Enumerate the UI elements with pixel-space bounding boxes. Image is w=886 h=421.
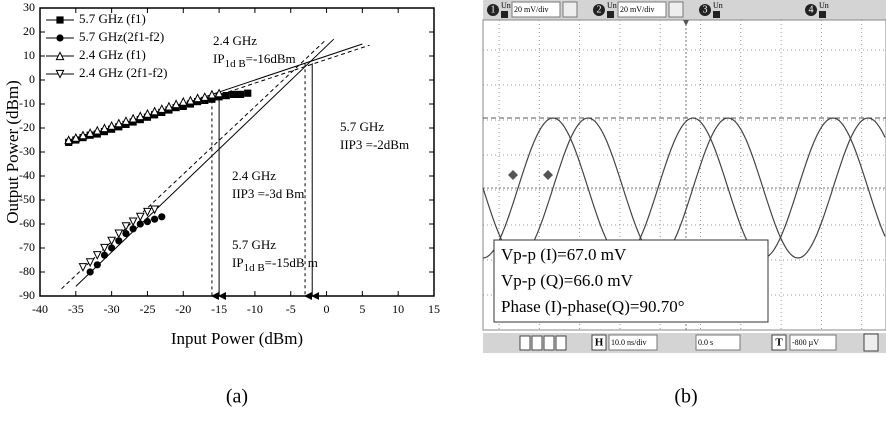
x-tick-label: 5: [359, 302, 365, 316]
data-point: [79, 264, 86, 271]
t-label: T: [775, 337, 783, 349]
x-tick-label: -10: [247, 302, 263, 316]
y-axis-label: Output Power (dBm): [3, 80, 22, 224]
annotation-title: 5.7 GHz: [340, 119, 384, 134]
channel-number: 3: [703, 4, 708, 15]
annotation-part: =-16dBm: [246, 51, 296, 66]
x-tick-label: -15: [211, 302, 227, 316]
x-tick-label: -25: [139, 302, 155, 316]
legend-label: 5.7 GHz (f1): [79, 11, 146, 26]
h-label: H: [595, 337, 604, 349]
data-point: [115, 230, 122, 237]
measurement: Vp-p (I)=67.0 mV: [501, 245, 627, 264]
x-tick-label: 0: [324, 302, 330, 316]
y-tick-label: -90: [19, 288, 35, 302]
x-tick-label: 15: [428, 302, 440, 316]
data-point: [137, 213, 144, 220]
annotation-part: 1d B: [244, 262, 265, 274]
caption: (b): [674, 386, 697, 408]
data-point: [94, 261, 101, 268]
trigger: -800 µV: [792, 338, 819, 347]
annotation: IIP3 =-2dBm: [340, 137, 409, 152]
annotation-part: IP: [232, 255, 244, 270]
annotation-part: IP: [213, 51, 225, 66]
data-point: [180, 98, 187, 105]
scope-icon: [544, 336, 554, 350]
channel-check: [501, 11, 508, 18]
annotation-part: IIP3 =-2dBm: [340, 137, 409, 152]
channel-coupling: Un: [607, 1, 617, 10]
channel-button: [669, 2, 683, 17]
annotation: IP1d B=-16dBm: [213, 51, 296, 70]
spin-button: [864, 334, 878, 351]
data-point: [144, 218, 151, 225]
data-point: [208, 91, 215, 98]
caption: (a): [226, 386, 248, 408]
data-point: [158, 213, 165, 220]
channel-check: [607, 11, 614, 18]
y-tick-label: 0: [29, 72, 35, 86]
annotation-part: =-15dB m: [265, 255, 318, 270]
channel-number: 4: [809, 4, 814, 15]
data-point: [237, 91, 244, 98]
y-tick-label: -80: [19, 264, 35, 278]
legend-marker: [56, 16, 63, 23]
channel-scale: 20 mV/div: [620, 5, 654, 14]
channel-number: 1: [491, 4, 496, 15]
scope-icon: [532, 336, 542, 350]
data-point: [151, 216, 158, 223]
x-tick-label: 10: [392, 302, 404, 316]
channel-scale: 20 mV/div: [514, 5, 548, 14]
channel-coupling: Un: [713, 1, 723, 10]
legend-label: 2.4 GHz (f1): [79, 47, 146, 62]
data-point: [244, 90, 251, 97]
delay: 0.0 s: [698, 338, 713, 347]
x-tick-label: -30: [104, 302, 120, 316]
data-point: [144, 208, 151, 215]
scope-icon: [556, 336, 566, 350]
annotation: IP1d B=-15dB m: [232, 255, 318, 274]
y-tick-label: 10: [23, 48, 35, 62]
channel-number: 2: [597, 4, 602, 15]
annotation-title: 5.7 GHz: [232, 237, 276, 252]
x-tick-label: -20: [175, 302, 191, 316]
figure: (a) (b) -40-35-30-25-20-15-10-5051015-90…: [0, 0, 886, 416]
annotation: IIP3 =-3d Bm: [232, 186, 304, 201]
data-point: [87, 268, 94, 275]
measurement: Vp-p (Q)=66.0 mV: [501, 271, 634, 290]
channel-check: [819, 11, 826, 18]
legend-label: 5.7 GHz(2f1-f2): [79, 29, 164, 44]
y-tick-label: -70: [19, 240, 35, 254]
x-tick-label: -40: [32, 302, 48, 316]
measurement: Phase (I)-phase(Q)=90.70°: [501, 297, 685, 316]
channel-check: [713, 11, 720, 18]
x-axis-label: Input Power (dBm): [171, 329, 303, 348]
data-point: [223, 92, 230, 99]
timebase: 10.0 ns/div: [611, 338, 647, 347]
data-point: [151, 206, 158, 213]
channel-button: [563, 2, 577, 17]
x-tick-label: -35: [68, 302, 84, 316]
annotation-part: IIP3 =-3d Bm: [232, 186, 304, 201]
legend-label: 2.4 GHz (2f1-f2): [79, 65, 167, 80]
data-point: [101, 244, 108, 251]
x-tick-label: -5: [286, 302, 296, 316]
annotation-part: 1d B: [225, 58, 246, 70]
legend-marker: [56, 34, 63, 41]
annotation-title: 2.4 GHz: [213, 33, 257, 48]
channel-coupling: Un: [501, 1, 511, 10]
data-point: [230, 91, 237, 98]
y-tick-label: 20: [23, 24, 35, 38]
scope-icon: [520, 336, 530, 350]
annotation-title: 2.4 GHz: [232, 168, 276, 183]
channel-coupling: Un: [819, 1, 829, 10]
data-point: [87, 259, 94, 266]
y-tick-label: 30: [23, 0, 35, 14]
